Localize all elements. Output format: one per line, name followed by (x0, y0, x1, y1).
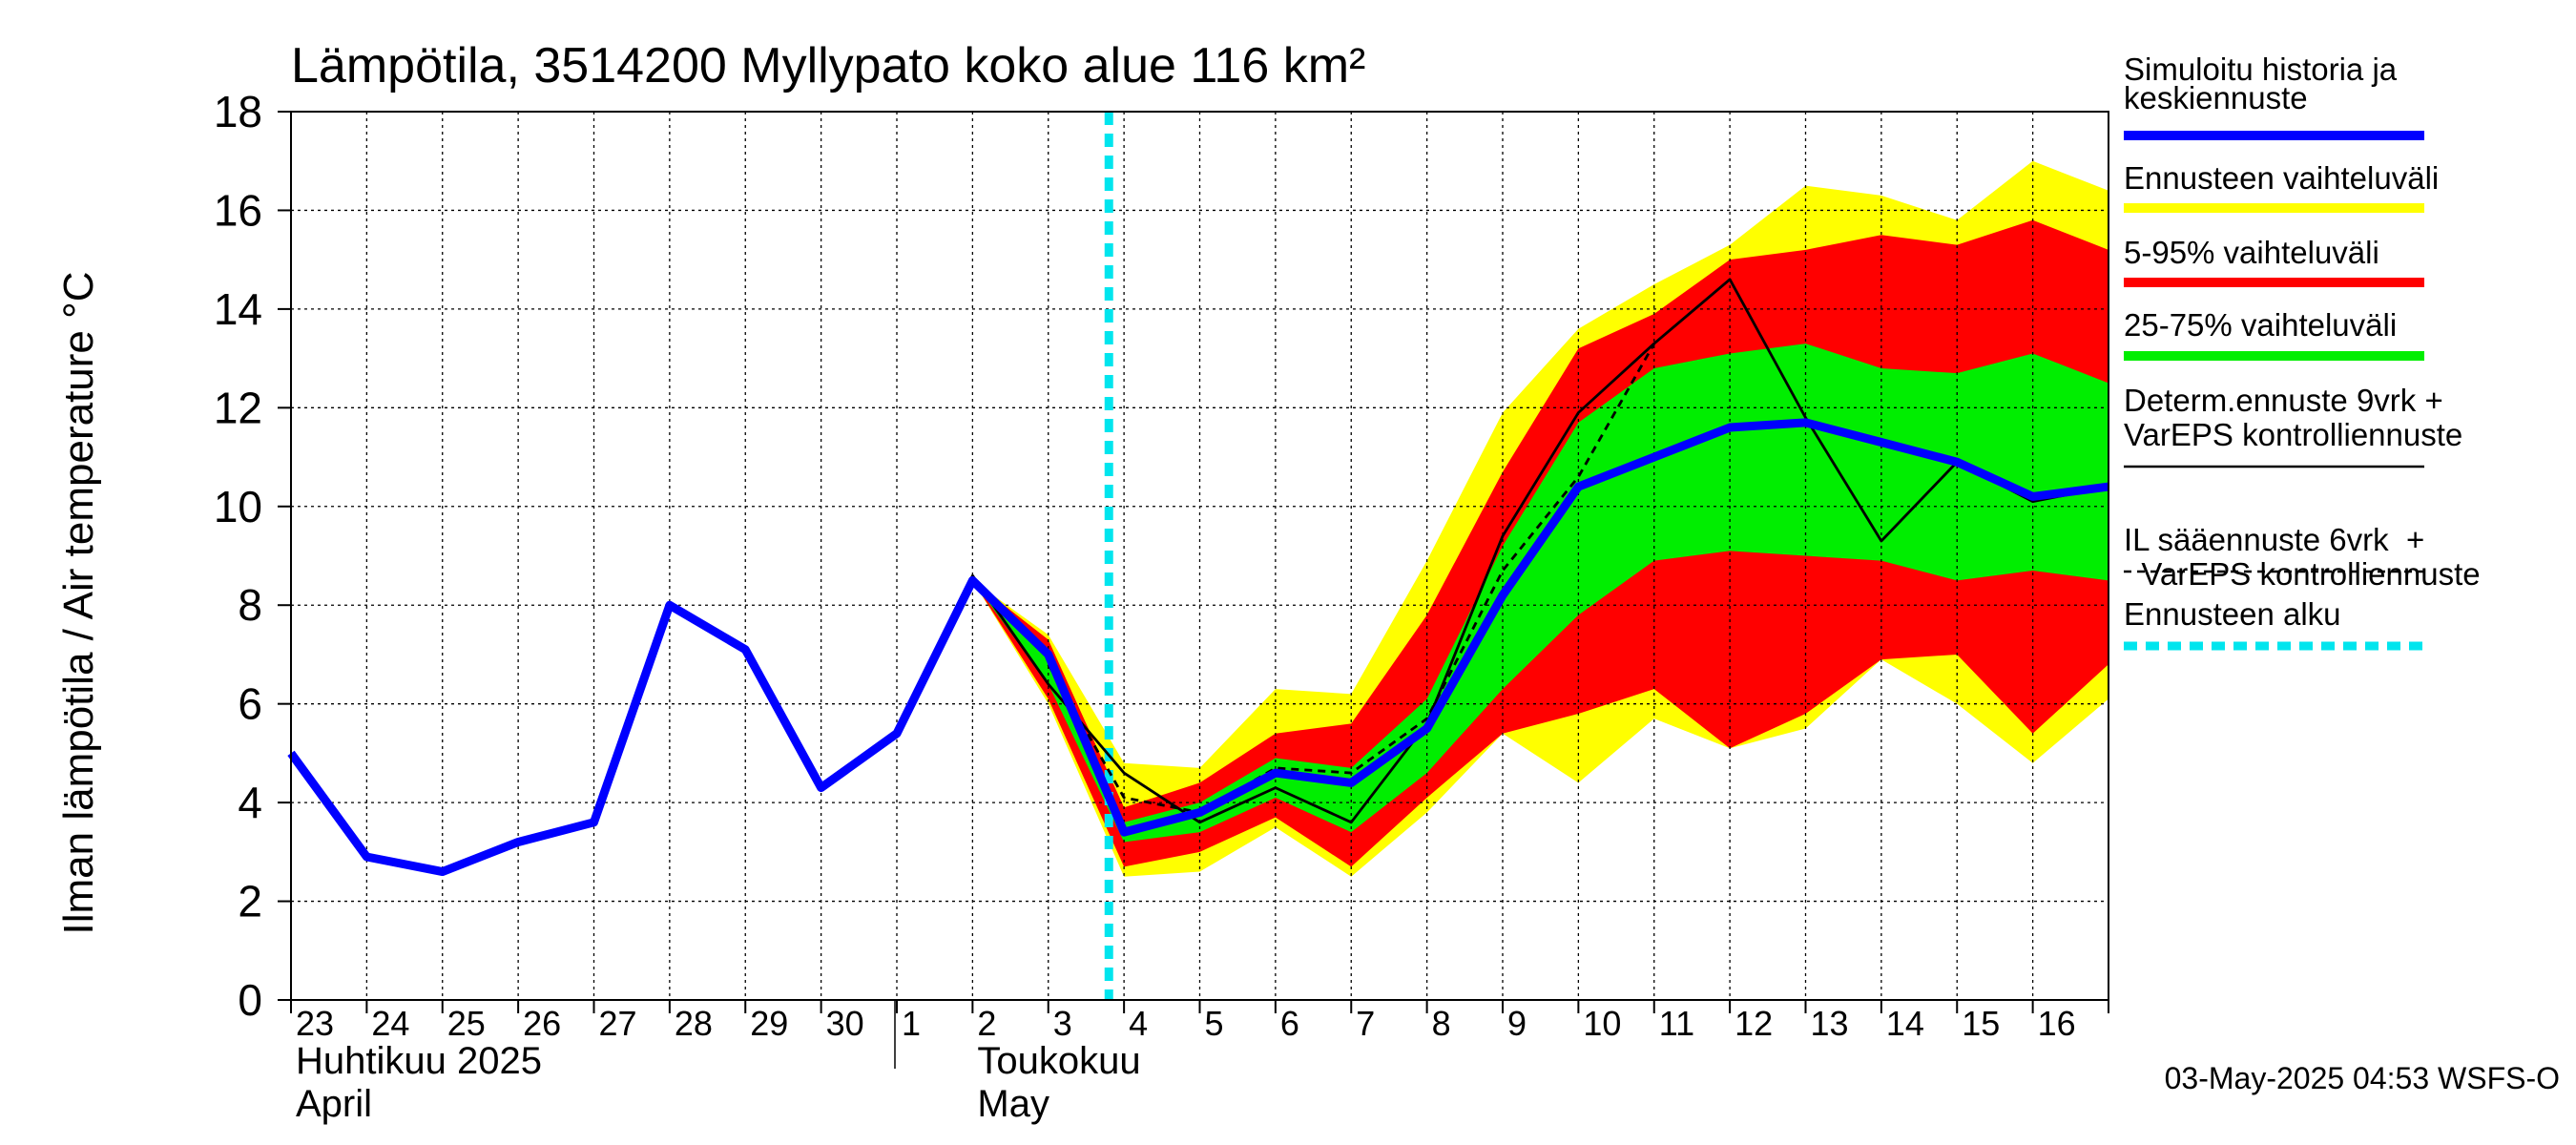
chart-title: Lämpötila, 3514200 Myllypato koko alue 1… (291, 38, 1365, 94)
x-tick-label: 4 (1129, 1004, 1148, 1043)
series-lines (287, 112, 2109, 1000)
band-2 (972, 344, 2109, 843)
legend-label: 25-75% vaihteluväli (2124, 307, 2397, 343)
y-tick-label: 8 (238, 580, 262, 630)
x-tick-label: 5 (1205, 1004, 1224, 1043)
legend-label: Ennusteen vaihteluväli (2124, 160, 2439, 196)
legend-label: keskiennuste (2124, 80, 2308, 115)
month-label-en: May (977, 1083, 1049, 1125)
legend-label: VarEPS kontrolliennuste (2124, 417, 2462, 452)
x-tick-label: 29 (750, 1004, 788, 1043)
x-tick-label: 8 (1432, 1004, 1451, 1043)
y-tick-label: 6 (238, 679, 262, 729)
legend-label: 5-95% vaihteluväli (2124, 235, 2379, 270)
x-tick-label: 9 (1507, 1004, 1527, 1043)
forecast-bands (972, 160, 2109, 877)
y-tick-label: 10 (214, 482, 262, 531)
legend-label: Determ.ennuste 9vrk + (2124, 383, 2443, 418)
legend-label: VarEPS kontrolliennuste (2124, 556, 2481, 592)
y-tick-label: 0 (238, 975, 262, 1025)
legend-label: Ennusteen alku (2124, 596, 2341, 632)
x-tick-label: 6 (1280, 1004, 1299, 1043)
x-tick-label: 25 (447, 1004, 486, 1043)
x-tick-label: 13 (1811, 1004, 1849, 1043)
x-tick-label: 27 (599, 1004, 637, 1043)
x-tick-label: 16 (2038, 1004, 2076, 1043)
x-tick-label: 3 (1053, 1004, 1072, 1043)
x-tick-label: 1 (902, 1004, 921, 1043)
x-tick-label: 26 (523, 1004, 561, 1043)
x-tick-label: 12 (1735, 1004, 1773, 1043)
x-tick-label: 14 (1886, 1004, 1924, 1043)
month-label-fi: Huhtikuu 2025 (296, 1040, 542, 1082)
x-tick-label: 7 (1356, 1004, 1375, 1043)
x-tick-label: 30 (826, 1004, 864, 1043)
y-tick-label: 4 (238, 778, 262, 827)
x-tick-label: 2 (977, 1004, 996, 1043)
month-label-en: April (296, 1083, 372, 1125)
legend-label: IL sääennuste 6vrk + (2124, 522, 2424, 557)
y-tick-label: 2 (238, 877, 262, 926)
y-tick-label: 18 (214, 87, 262, 136)
legend-label: Simuloitu historia ja (2124, 52, 2398, 87)
y-axis-ticks: 0 2 4 6 8 10 12 14 16 18 (214, 87, 291, 1025)
x-tick-label: 15 (1962, 1004, 2000, 1043)
series-2-line (1047, 343, 1655, 814)
x-tick-label: 10 (1583, 1004, 1621, 1043)
grid-lines (291, 112, 2109, 1000)
x-tick-label: 11 (1659, 1004, 1694, 1043)
y-tick-label: 12 (214, 383, 262, 432)
x-tick-label: 24 (371, 1004, 409, 1043)
y-tick-label: 16 (214, 185, 262, 235)
month-label-fi: Toukokuu (977, 1040, 1140, 1082)
y-axis-label: Ilman lämpötila / Air temperature °C (55, 272, 102, 935)
series-0-line (287, 418, 2109, 877)
x-tick-label: 23 (296, 1004, 334, 1043)
x-axis-ticks: 23 24 25 26 27 28 29 30 1 2 3 4 5 6 7 8 9 10 11 12 13 14 15 16 (290, 1000, 2109, 1069)
x-tick-label: 28 (675, 1004, 713, 1043)
timestamp: 03-May-2025 04:53 WSFS-O (2165, 1061, 2560, 1095)
series-1-line (895, 278, 2109, 824)
y-tick-label: 14 (214, 284, 262, 334)
